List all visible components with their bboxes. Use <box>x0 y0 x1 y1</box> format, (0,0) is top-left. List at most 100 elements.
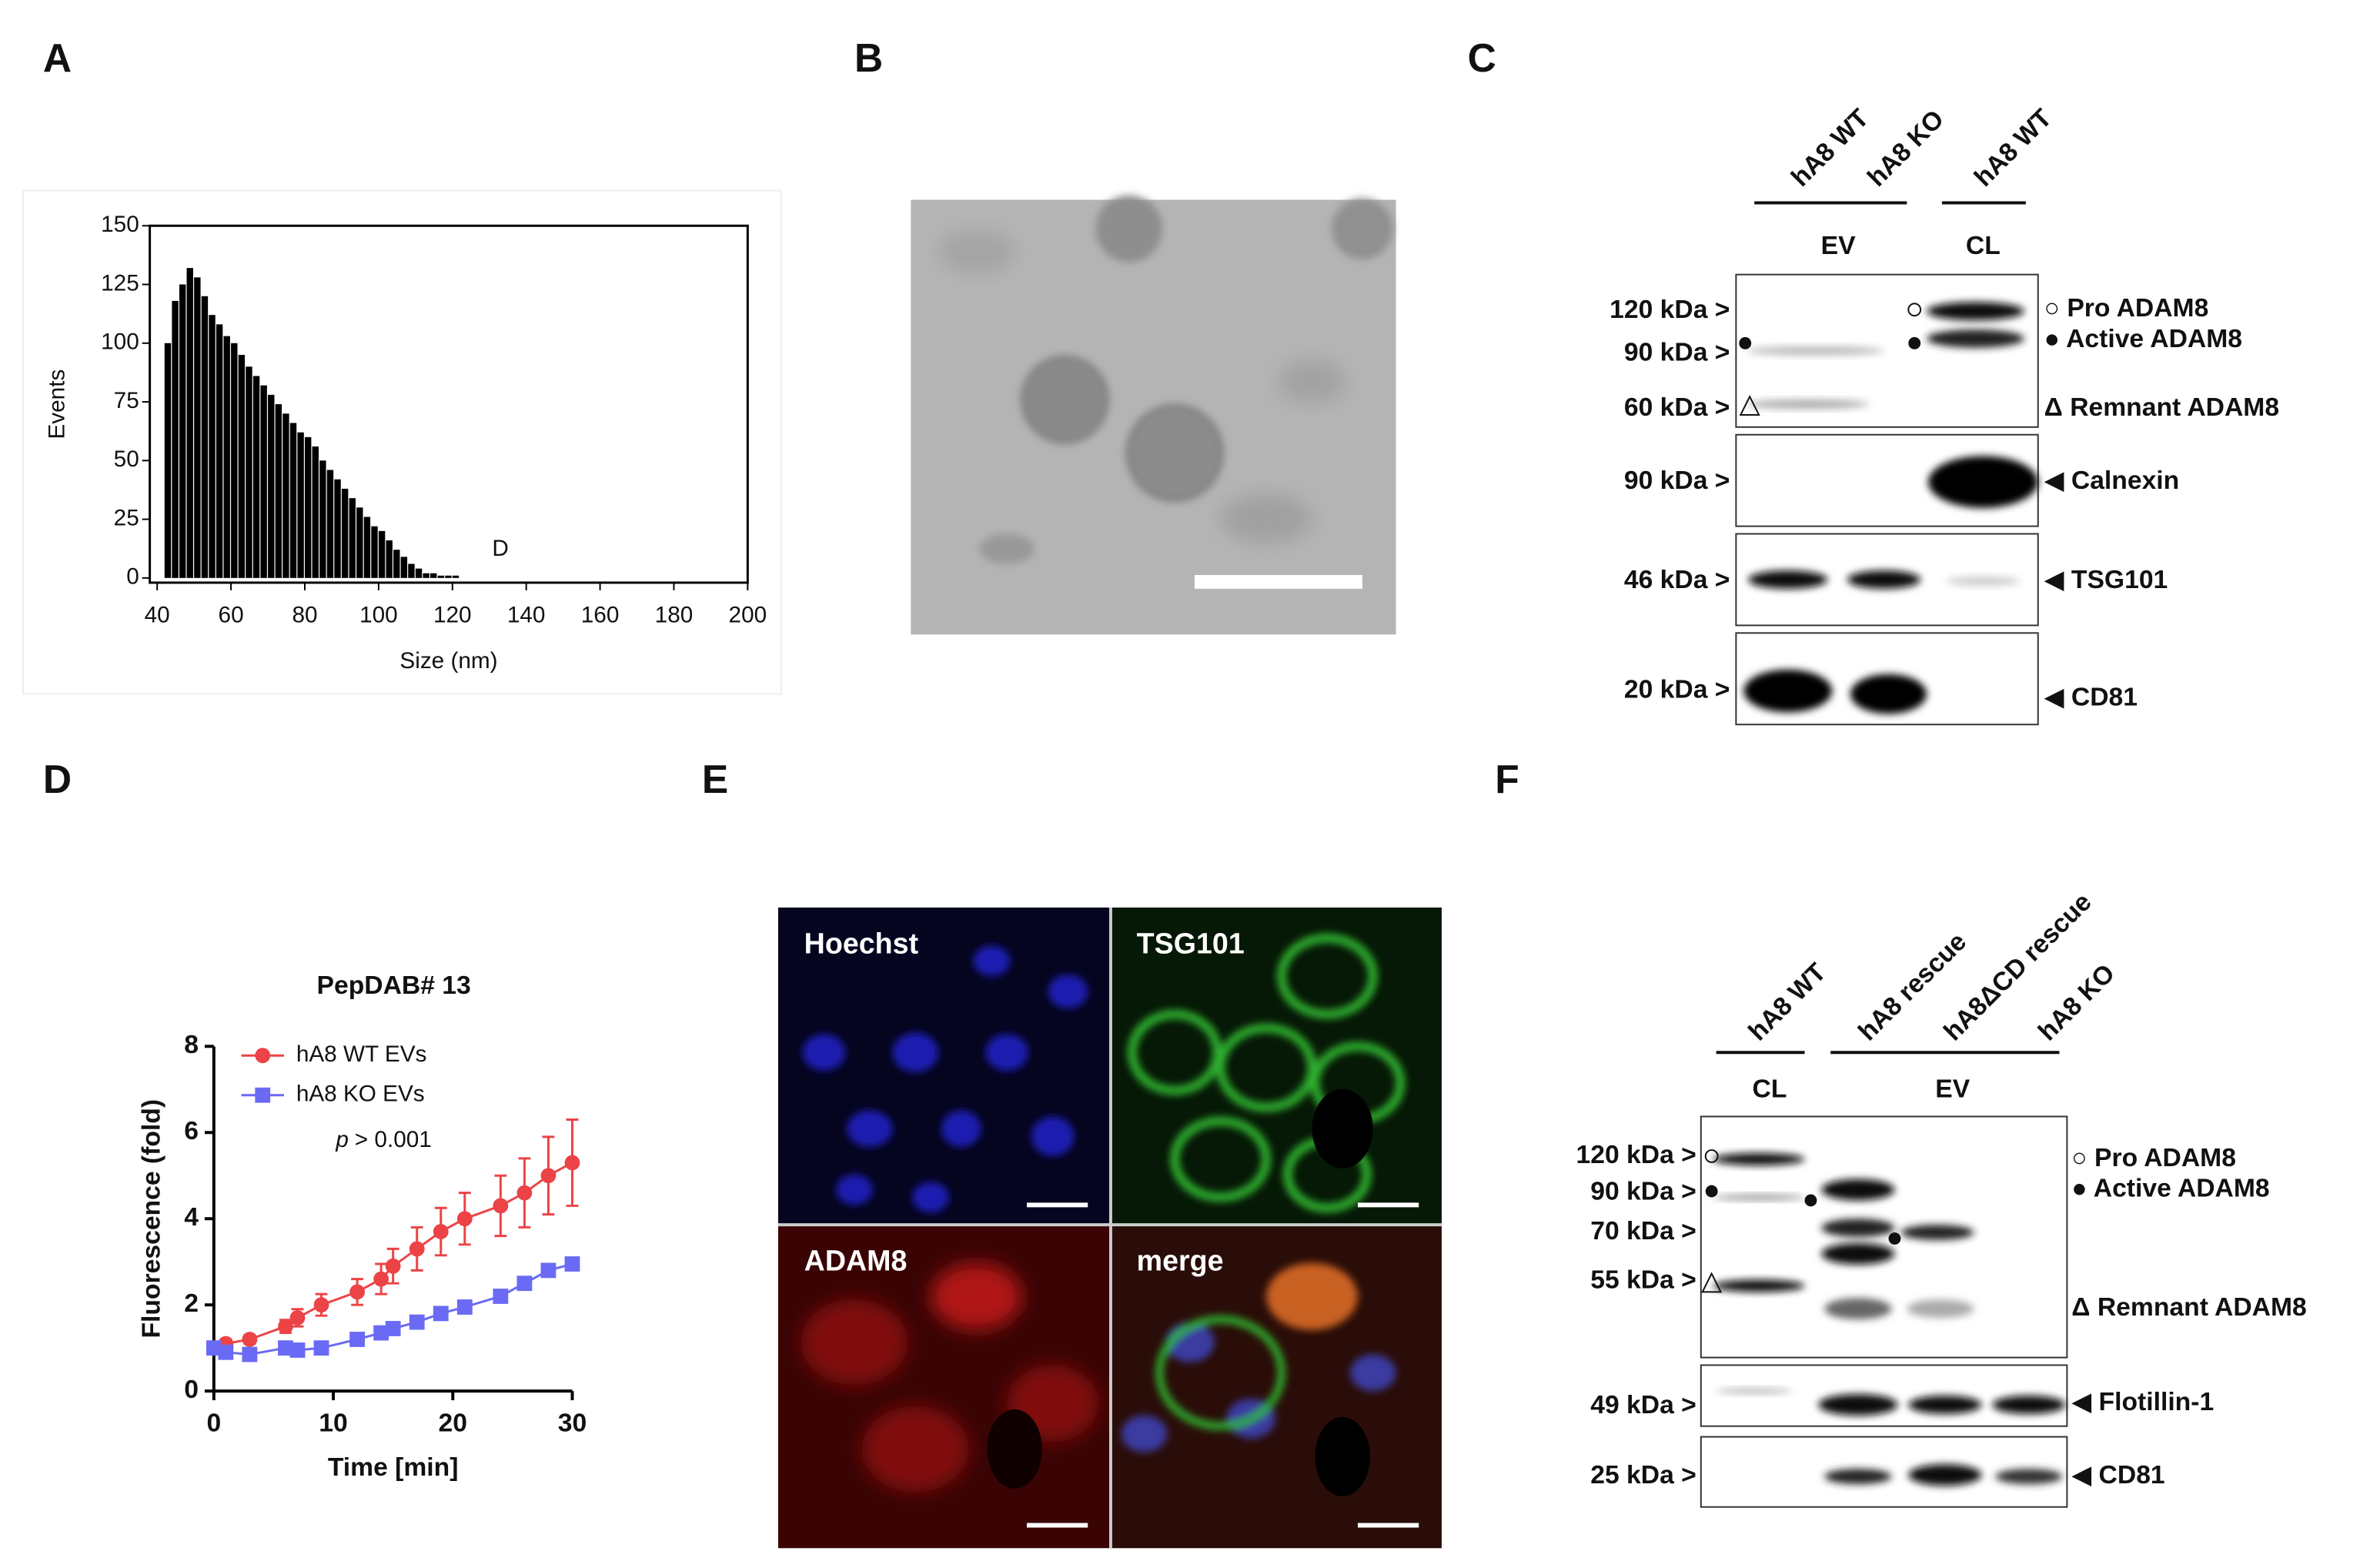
protein-label: ● Active ADAM8 <box>2071 1174 2269 1202</box>
protein-label: ◀ Calnexin <box>2044 466 2180 495</box>
data-point <box>242 1346 258 1362</box>
histogram-bar <box>164 343 172 578</box>
histogram-bar <box>445 575 452 578</box>
histogram-bar <box>334 479 341 578</box>
panel-label: D <box>43 757 72 801</box>
histogram-bar <box>246 366 252 578</box>
data-point <box>242 1332 258 1347</box>
histogram-bar <box>275 404 282 578</box>
size-marker: 55 kDa > <box>1590 1265 1696 1294</box>
legend-marker <box>255 1048 271 1064</box>
data-point <box>385 1321 401 1336</box>
histogram-bar <box>223 336 230 578</box>
y-tick-label: 4 <box>184 1203 199 1232</box>
x-tick-label: 60 <box>219 602 244 627</box>
histogram-bar <box>400 557 408 578</box>
x-tick-label: 180 <box>655 602 694 627</box>
protein-label: ● Active ADAM8 <box>2044 325 2242 353</box>
western-blot <box>1735 201 2039 726</box>
histogram-bar <box>386 540 393 578</box>
data-point <box>456 1211 473 1227</box>
channel-label: Hoechst <box>804 927 919 959</box>
annotation: p > 0.001 <box>335 1127 431 1152</box>
data-point <box>493 1289 509 1304</box>
y-tick-label: 0 <box>126 564 139 590</box>
size-marker: 60 kDa > <box>1624 393 1730 422</box>
histogram-bar <box>201 296 209 578</box>
x-axis-label: Time [min] <box>328 1453 459 1482</box>
y-tick-label: 0 <box>184 1376 199 1404</box>
size-marker: 20 kDa > <box>1624 676 1730 704</box>
histogram-bar <box>216 324 223 578</box>
data-point <box>349 1284 365 1300</box>
x-tick-label: 120 <box>433 602 472 627</box>
histogram-bar <box>179 284 186 578</box>
size-marker: 46 kDa > <box>1624 566 1730 594</box>
channel-label: TSG101 <box>1137 927 1245 959</box>
data-point <box>289 1310 306 1326</box>
x-tick-label: 40 <box>145 602 170 627</box>
y-tick-label: 75 <box>114 388 139 413</box>
protein-label: ◀ CD81 <box>2044 683 2138 711</box>
histogram-bar <box>326 470 334 578</box>
series-line <box>213 1162 573 1349</box>
histogram-bar <box>194 277 201 578</box>
x-tick-label: 80 <box>292 602 317 627</box>
data-point <box>433 1306 449 1322</box>
annotation: D <box>492 536 508 561</box>
protein-label: ○ Pro ADAM8 <box>2071 1144 2236 1172</box>
histogram-bar <box>356 507 363 578</box>
x-axis-label: Size (nm) <box>399 648 497 674</box>
size-marker: 90 kDa > <box>1624 466 1730 495</box>
data-point <box>349 1332 365 1347</box>
data-point <box>206 1340 222 1356</box>
y-tick-label: 50 <box>114 446 139 472</box>
x-tick-label: 100 <box>359 602 398 627</box>
data-point <box>540 1168 557 1184</box>
data-point <box>409 1314 425 1330</box>
group-label: EV <box>1935 1075 1970 1104</box>
data-point <box>313 1340 329 1356</box>
legend-marker <box>255 1087 271 1103</box>
data-point <box>278 1340 293 1356</box>
histogram-bar <box>393 550 400 578</box>
histogram-bar <box>252 376 260 578</box>
size-marker: 49 kDa > <box>1590 1391 1696 1419</box>
histogram-bar <box>186 268 193 578</box>
x-tick-label: 0 <box>206 1409 221 1438</box>
x-tick-label: 20 <box>439 1409 467 1438</box>
size-marker: 25 kDa > <box>1590 1461 1696 1489</box>
data-point <box>218 1344 234 1360</box>
data-point <box>564 1256 580 1272</box>
channel-label: merge <box>1137 1245 1224 1277</box>
group-label: CL <box>1753 1075 1787 1104</box>
annotation-part: > 0.001 <box>355 1127 432 1152</box>
size-marker: 90 kDa > <box>1624 339 1730 367</box>
data-point <box>456 1299 473 1315</box>
y-tick-label: 25 <box>114 505 139 530</box>
histogram-bar <box>312 446 319 578</box>
protein-label: Δ Remnant ADAM8 <box>2071 1293 2306 1322</box>
data-point <box>493 1198 509 1214</box>
size-marker: 90 kDa > <box>1590 1177 1696 1205</box>
histogram-bar <box>172 300 179 578</box>
panel-label: B <box>854 35 883 80</box>
tem-image <box>911 195 1396 635</box>
protein-label: ◀ Flotillin-1 <box>2071 1388 2214 1416</box>
x-tick-label: 160 <box>581 602 620 627</box>
data-point <box>289 1342 306 1358</box>
data-point <box>373 1271 389 1287</box>
y-axis-label: Events <box>45 369 70 440</box>
histogram-bar <box>363 517 371 578</box>
histogram-bar <box>231 343 238 578</box>
histogram-bar <box>341 488 349 578</box>
y-tick-label: 8 <box>184 1031 199 1059</box>
y-tick-label: 6 <box>184 1117 199 1145</box>
y-axis-label: Fluorescence (fold) <box>137 1099 165 1339</box>
data-point <box>564 1155 580 1171</box>
histogram-bar <box>430 573 437 578</box>
group-label: EV <box>1821 232 1856 260</box>
x-tick-label: 30 <box>558 1409 587 1438</box>
y-tick-label: 150 <box>101 212 139 237</box>
